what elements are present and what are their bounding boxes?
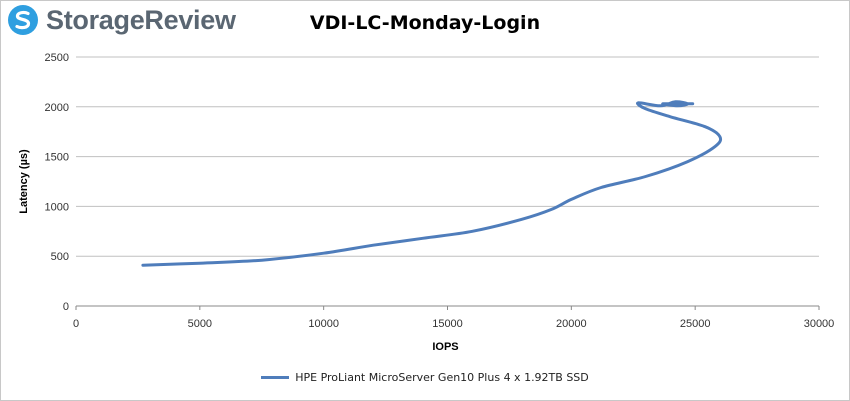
gridlines xyxy=(76,56,819,257)
legend-swatch xyxy=(261,376,290,379)
storagereview-logo: StorageReview xyxy=(6,2,236,38)
x-tick-label: 30000 xyxy=(804,318,835,330)
x-tick-label: 15000 xyxy=(432,318,463,330)
x-tick-label: 20000 xyxy=(556,318,587,330)
y-tick-label: 500 xyxy=(51,251,69,263)
legend: HPE ProLiant MicroServer Gen10 Plus 4 x … xyxy=(0,371,850,384)
storagereview-logo-icon xyxy=(8,5,38,35)
y-axis-ticks: 0 500 1000 1500 2000 2500 xyxy=(45,52,69,313)
y-tick-label: 1000 xyxy=(45,201,69,213)
x-tick-label: 5000 xyxy=(188,318,212,330)
y-tick-label: 2000 xyxy=(45,102,69,114)
x-axis-title: IOPS xyxy=(432,341,458,353)
series-line xyxy=(141,100,723,267)
x-axis-ticks: 0 5000 10000 15000 20000 25000 30000 xyxy=(73,306,834,330)
x-tick-label: 0 xyxy=(73,318,79,330)
y-tick-label: 2500 xyxy=(45,52,69,64)
x-tick-label: 25000 xyxy=(680,318,711,330)
y-tick-label: 1500 xyxy=(45,152,69,164)
y-tick-label: 0 xyxy=(63,301,69,313)
y-axis-title: Latency (µs) xyxy=(18,149,30,214)
x-tick-label: 10000 xyxy=(308,318,339,330)
logo-text: StorageReview xyxy=(46,4,236,35)
legend-label: HPE ProLiant MicroServer Gen10 Plus 4 x … xyxy=(295,371,589,384)
chart-title: VDI-LC-Monday-Login xyxy=(309,12,541,34)
